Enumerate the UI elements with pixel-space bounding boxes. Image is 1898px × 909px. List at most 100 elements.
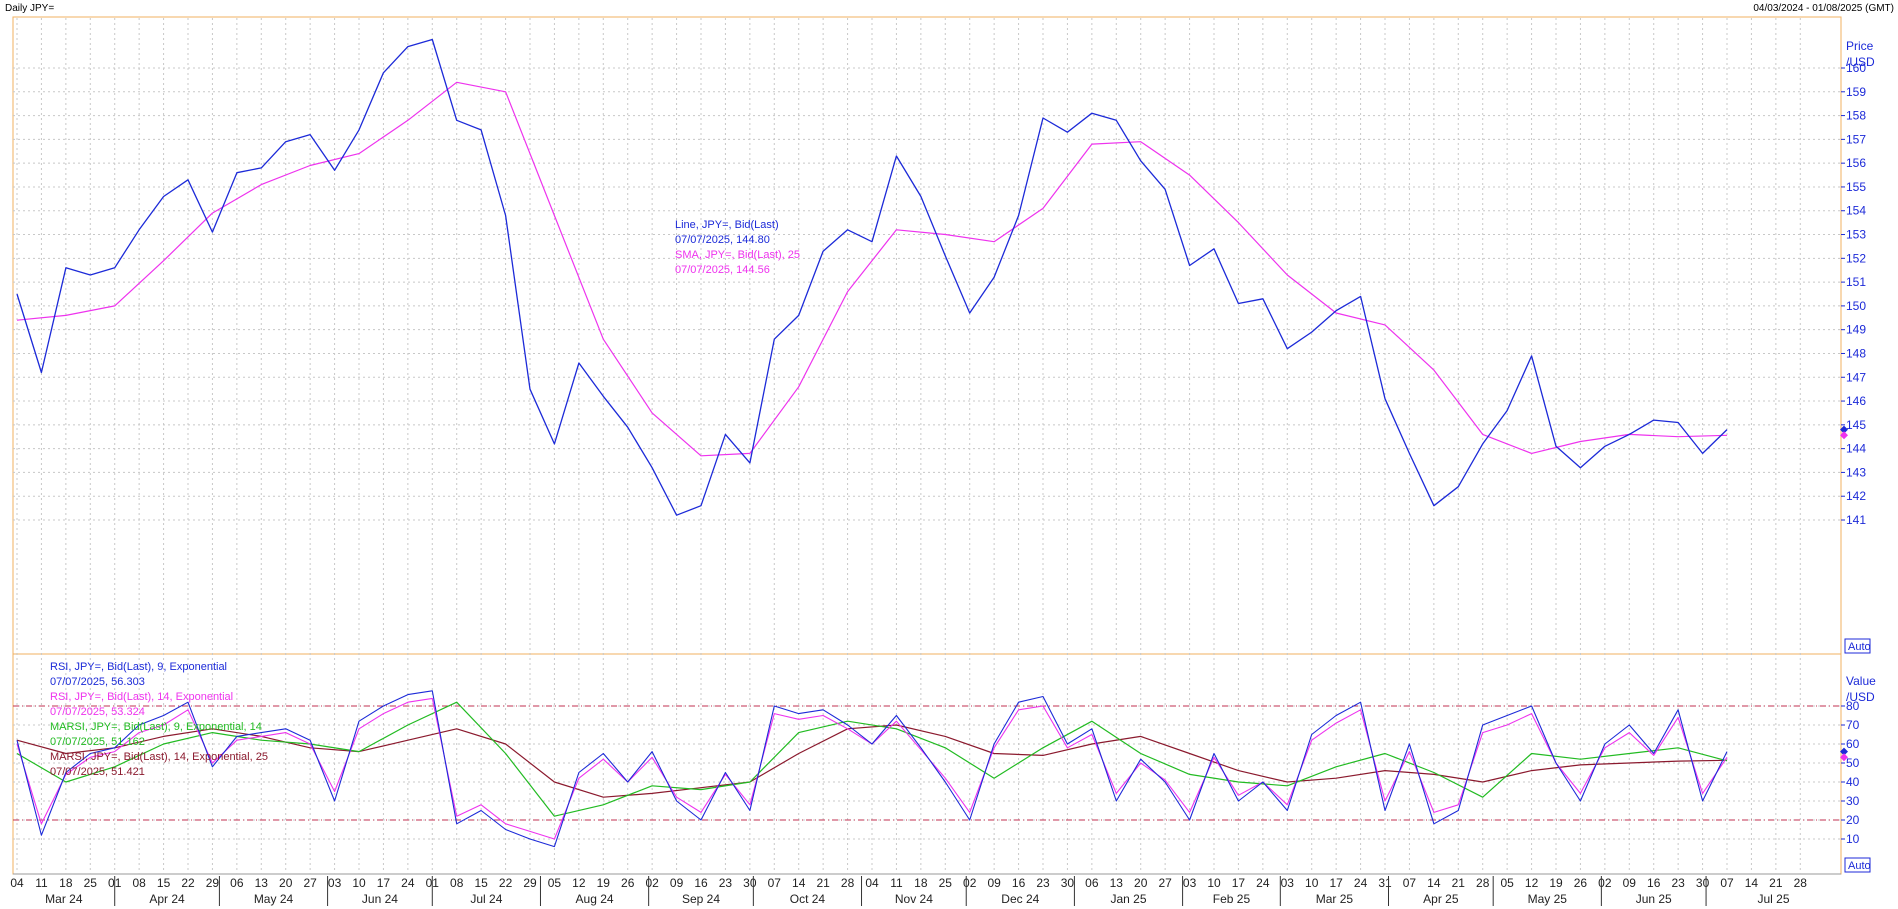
day-tick-label: 09 [670,876,684,890]
day-tick-label: 08 [450,876,464,890]
price-tick-label: 150 [1846,299,1866,313]
rsi-legend-line: 07/07/2025, 51.421 [50,766,145,778]
day-tick-label: 03 [328,876,342,890]
rsi-tick-label: 70 [1846,718,1860,732]
day-tick-label: 19 [1549,876,1563,890]
price-tick-label: 144 [1846,442,1866,456]
price-legend-line: SMA, JPY=, Bid(Last), 25 [675,249,800,261]
rsi9-last-marker [1840,747,1848,756]
rsi14-last-marker [1840,753,1848,762]
month-label: Dec 24 [1001,892,1039,906]
day-tick-label: 28 [841,876,855,890]
price-auto-label: Auto [1848,641,1871,653]
month-label: Mar 25 [1316,892,1354,906]
month-label: Nov 24 [895,892,933,906]
price-panel-frame [12,16,1842,655]
sma-line [16,81,1728,457]
rsi-legend-line: RSI, JPY=, Bid(Last), 14, Exponential [50,691,233,703]
price-tick-label: 157 [1846,132,1866,146]
day-tick-label: 10 [1207,876,1221,890]
price-auto-button[interactable] [1844,638,1871,654]
month-label: Oct 24 [790,892,826,906]
day-tick-label: 03 [1281,876,1295,890]
price-tick-label: 152 [1846,251,1866,265]
month-label: Sep 24 [682,892,720,906]
day-tick-label: 17 [377,876,391,890]
day-tick-label: 29 [206,876,220,890]
price-legend-line: 07/07/2025, 144.80 [675,234,770,246]
day-tick-label: 04 [10,876,24,890]
day-tick-label: 04 [865,876,879,890]
rsi-tick-label: 50 [1846,756,1860,770]
day-tick-label: 19 [597,876,611,890]
day-tick-label: 20 [1134,876,1148,890]
day-tick-label: 20 [279,876,293,890]
day-tick-label: 25 [939,876,953,890]
day-tick-label: 02 [645,876,659,890]
grid-lines [13,18,1841,874]
month-label: Jul 24 [470,892,502,906]
day-tick-label: 11 [890,876,903,890]
day-tick-label: 23 [1036,876,1050,890]
day-tick-label: 02 [963,876,977,890]
price-tick-label: 147 [1846,370,1866,384]
rsi-threshold-lines [13,705,1841,821]
month-label: Jun 25 [1636,892,1672,906]
day-tick-label: 07 [1403,876,1417,890]
price-tick-label: 151 [1846,275,1866,289]
day-tick-label: 21 [1452,876,1466,890]
day-tick-label: 30 [1061,876,1075,890]
day-tick-label: 30 [1696,876,1710,890]
price-tick-label: 148 [1846,346,1866,360]
price-tick-label: 153 [1846,228,1866,242]
price-tick-label: 142 [1846,489,1866,503]
day-tick-label: 23 [719,876,733,890]
day-tick-label: 06 [1085,876,1099,890]
day-tick-label: 26 [621,876,635,890]
day-tick-label: 09 [1623,876,1637,890]
rsi-legend-line: 07/07/2025, 53.324 [50,706,145,718]
rsi-legend-line: 07/07/2025, 56.303 [50,676,145,688]
rsi-legend-line: RSI, JPY=, Bid(Last), 9, Exponential [50,661,227,673]
day-tick-label: 27 [1158,876,1172,890]
date-range-label: 04/03/2024 - 01/08/2025 (GMT) [1753,3,1894,14]
day-tick-label: 23 [1671,876,1685,890]
day-tick-label: 10 [352,876,366,890]
month-label: Apr 25 [1423,892,1459,906]
day-tick-label: 30 [743,876,757,890]
rsi-tick-label: 30 [1846,794,1860,808]
rsi-legend-line: MARSI, JPY=, Bid(Last), 9, Exponential, … [50,721,262,733]
chart-series [16,38,1848,848]
sma-last-marker [1840,431,1848,440]
day-tick-label: 15 [474,876,488,890]
price-legend-line: 07/07/2025, 144.56 [675,264,770,276]
day-tick-label: 31 [1378,876,1392,890]
price-line [16,38,1728,516]
day-tick-label: 14 [1745,876,1759,890]
day-tick-label: 24 [401,876,415,890]
rsi-auto-button[interactable] [1844,857,1871,873]
day-tick-label: 27 [303,876,317,890]
day-tick-label: 16 [694,876,708,890]
month-label: Feb 25 [1213,892,1251,906]
day-tick-label: 07 [768,876,782,890]
month-label: Mar 24 [45,892,83,906]
price-tick-label: 145 [1846,418,1866,432]
day-tick-label: 22 [499,876,513,890]
month-label: Apr 24 [149,892,185,906]
day-tick-label: 02 [1598,876,1612,890]
price-tick-label: 143 [1846,465,1866,479]
marsi9-line [16,701,1728,817]
day-tick-label: 21 [1769,876,1783,890]
price-last-marker [1840,425,1848,434]
day-tick-label: 28 [1794,876,1808,890]
day-tick-label: 06 [230,876,244,890]
rsi-tick-label: 60 [1846,737,1860,751]
price-tick-label: 159 [1846,85,1866,99]
price-tick-label: 156 [1846,156,1866,170]
rsi-tick-label: 10 [1846,832,1860,846]
month-label: Jun 24 [362,892,398,906]
day-tick-label: 09 [987,876,1001,890]
day-tick-label: 08 [132,876,146,890]
